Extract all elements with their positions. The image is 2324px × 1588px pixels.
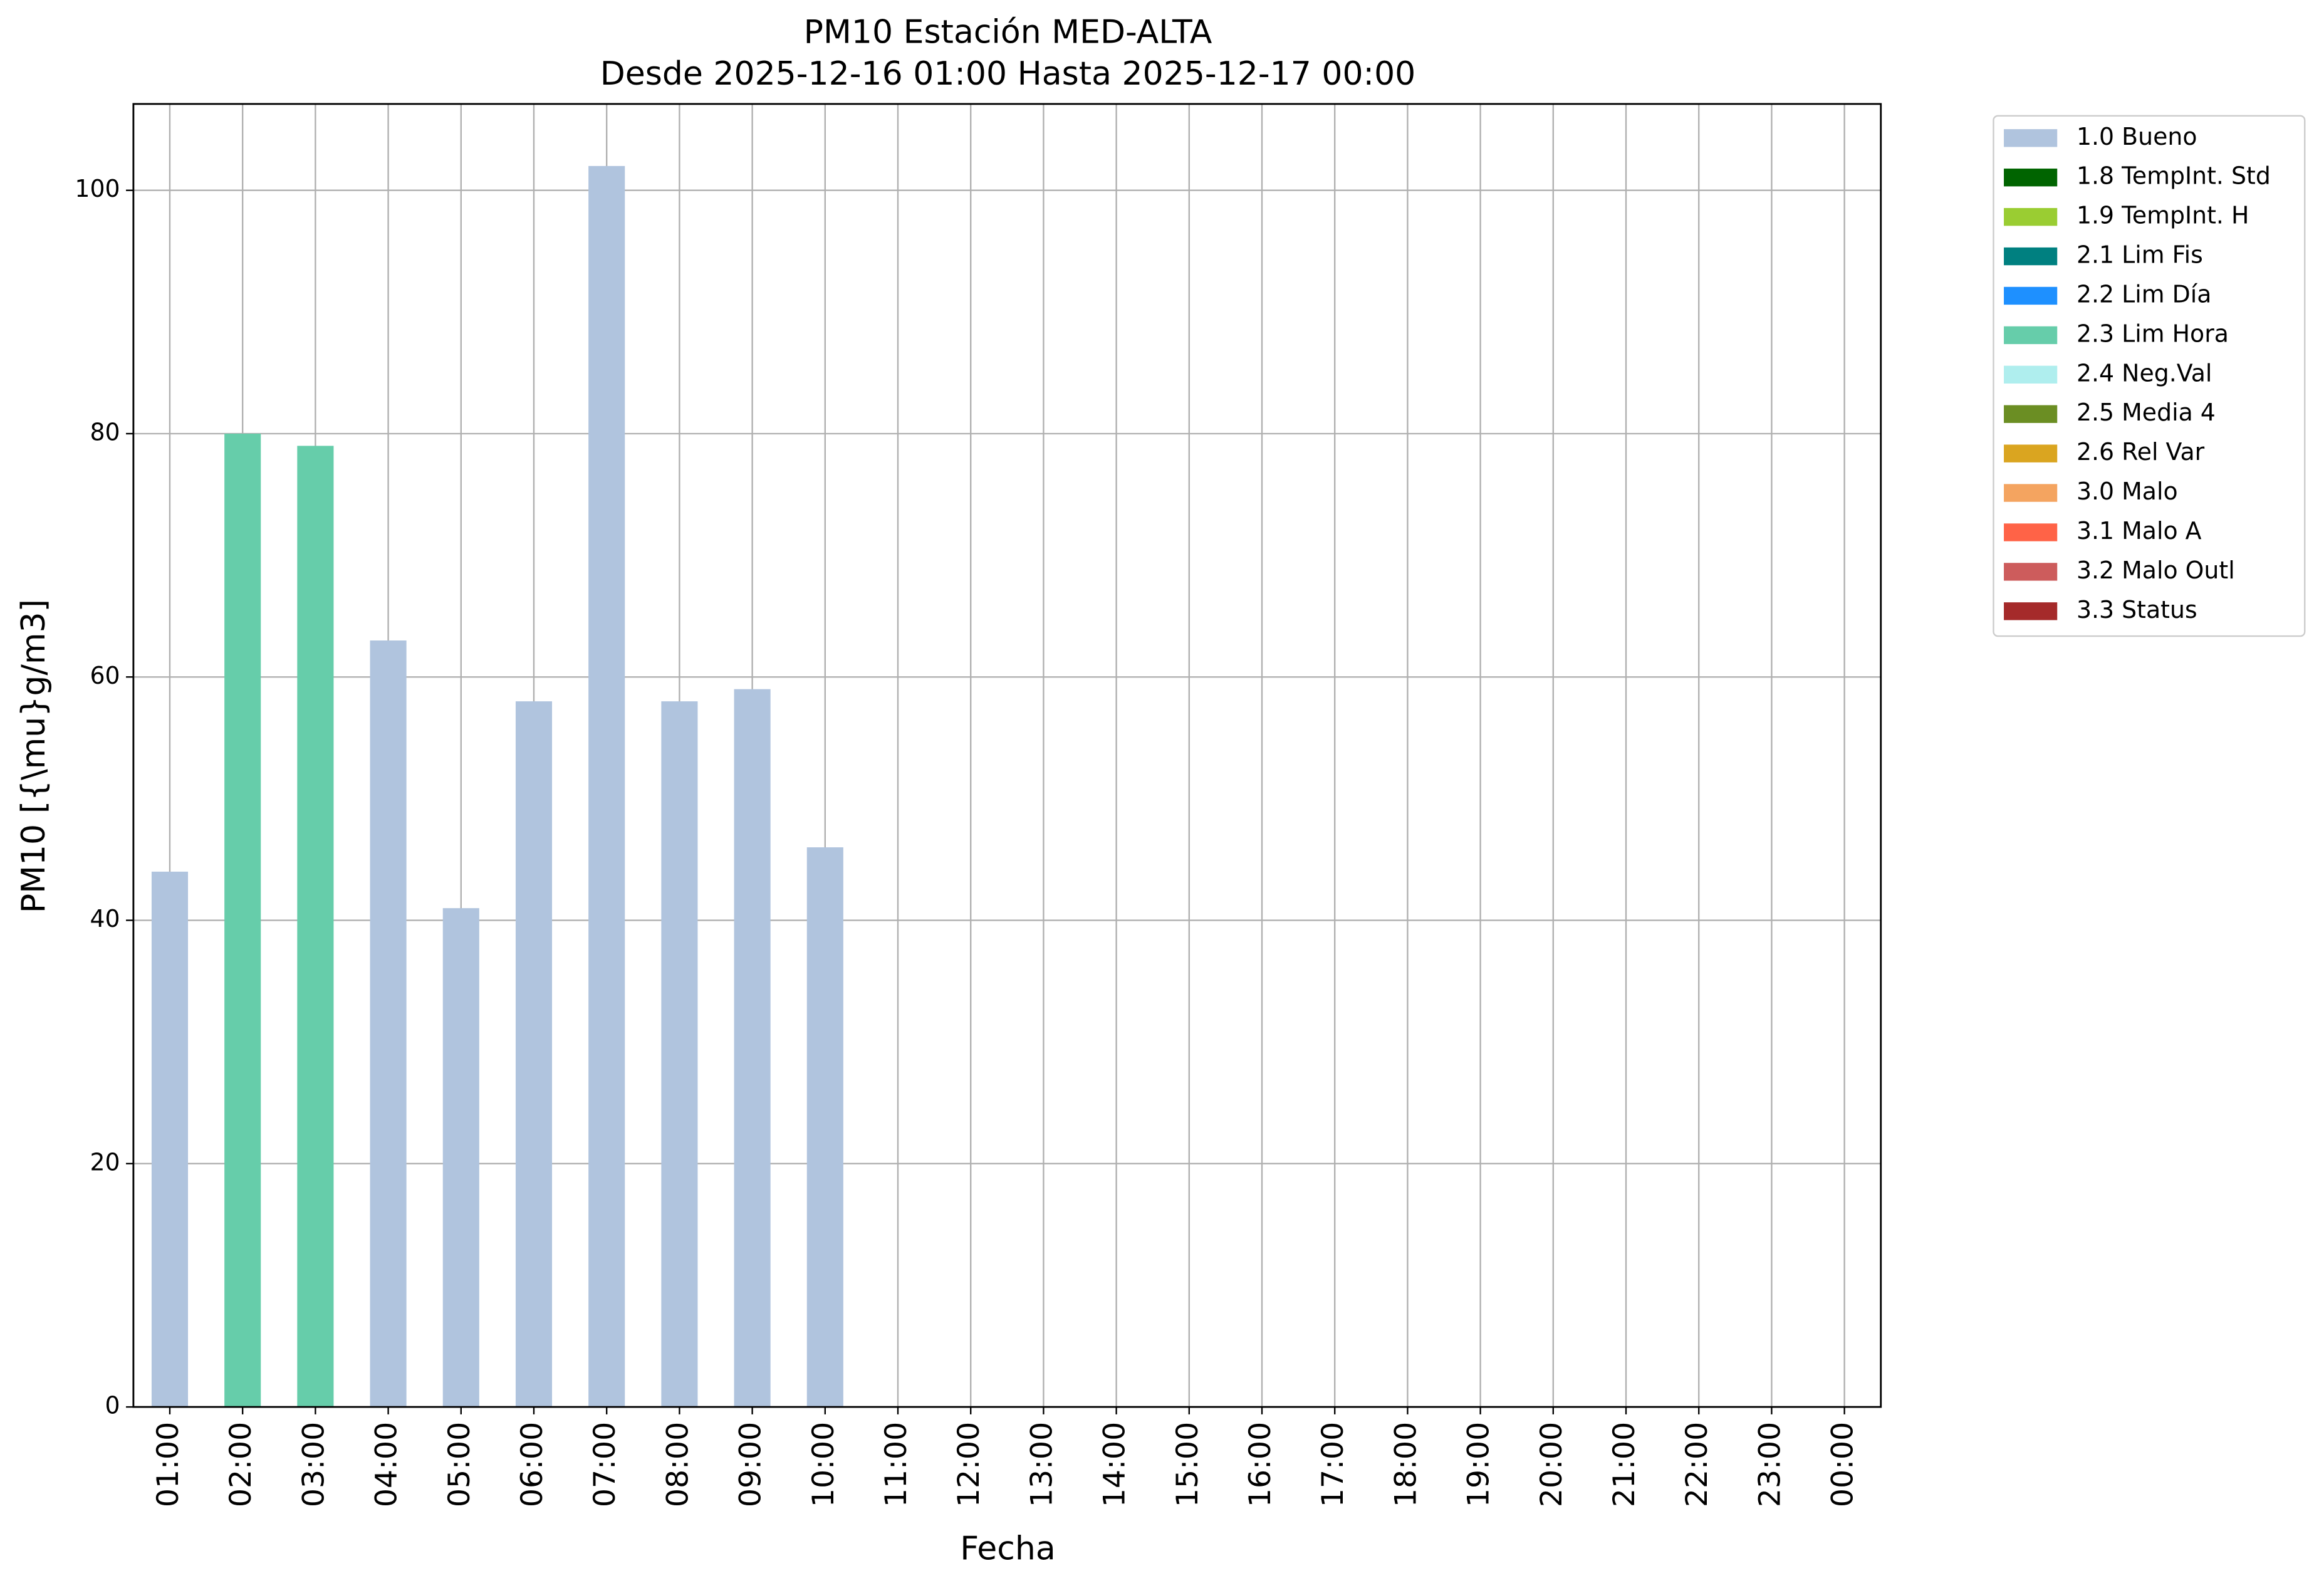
legend-label: 2.4 Neg.Val xyxy=(2076,359,2212,387)
legend-box xyxy=(1993,115,2306,637)
legend-swatch xyxy=(2004,405,2058,423)
x-tick-label: 06:00 xyxy=(515,1422,550,1507)
bar xyxy=(806,847,843,1408)
x-axis-label: Fecha xyxy=(960,1530,1056,1568)
bar xyxy=(297,446,334,1408)
x-tick-label: 18:00 xyxy=(1389,1422,1423,1507)
x-tick-label: 22:00 xyxy=(1680,1422,1714,1507)
legend-swatch xyxy=(2004,523,2058,541)
legend-label: 2.1 Lim Fis xyxy=(2076,241,2203,269)
legend-swatch xyxy=(2004,169,2058,187)
y-tick-label: 40 xyxy=(90,905,120,932)
bar xyxy=(515,701,553,1408)
legend-label: 3.2 Malo Outl xyxy=(2076,556,2235,584)
x-tick-label: 21:00 xyxy=(1607,1422,1642,1507)
x-tick-label: 15:00 xyxy=(1170,1422,1205,1507)
x-tick-label: 20:00 xyxy=(1535,1422,1569,1507)
legend-swatch xyxy=(2004,326,2058,345)
bars xyxy=(151,165,843,1408)
legend-label: 2.6 Rel Var xyxy=(2076,438,2205,466)
y-tick-label: 100 xyxy=(75,175,120,202)
chart-subtitle: Desde 2025-12-16 01:00 Hasta 2025-12-17 … xyxy=(600,55,1416,93)
x-tick-label: 19:00 xyxy=(1462,1422,1496,1507)
legend-label: 2.5 Media 4 xyxy=(2076,399,2216,426)
legend-label: 2.2 Lim Día xyxy=(2076,280,2211,308)
legend-swatch xyxy=(2004,602,2058,620)
y-tick-label: 60 xyxy=(90,662,120,689)
bar xyxy=(442,908,479,1408)
x-tick-label: 12:00 xyxy=(952,1422,986,1507)
axes: 0 20 40 60 80 100 01:00 02:00 03:00 04:00 05:00 06:… xyxy=(75,175,1860,1507)
x-tick-label: 09:00 xyxy=(734,1422,768,1507)
legend-swatch xyxy=(2004,484,2058,502)
legend-label: 3.3 Status xyxy=(2076,596,2197,624)
x-tick-label: 11:00 xyxy=(879,1422,914,1507)
y-axis-label: PM10 [{\mu}g/m3] xyxy=(15,599,53,913)
plot-frame xyxy=(132,103,1882,1408)
chart-title: PM10 Estación MED-ALTA xyxy=(804,14,1212,51)
x-tick-label: 23:00 xyxy=(1753,1422,1787,1507)
bar xyxy=(370,640,407,1408)
bar xyxy=(588,165,625,1408)
x-tick-label: 04:00 xyxy=(370,1422,404,1507)
legend-swatch xyxy=(2004,286,2058,305)
legend-label: 1.0 Bueno xyxy=(2076,123,2197,150)
y-tick-label: 0 xyxy=(105,1392,120,1419)
legend-label: 1.8 TempInt. Std xyxy=(2076,162,2271,190)
legend-label: 2.3 Lim Hora xyxy=(2076,320,2229,347)
legend: 1.0 Bueno 1.8 TempInt. Std 1.9 TempInt. H 2… xyxy=(2004,123,2271,624)
x-tick-label: 07:00 xyxy=(588,1422,622,1507)
x-tick-label: 16:00 xyxy=(1243,1422,1278,1507)
legend-swatch xyxy=(2004,129,2058,147)
bar xyxy=(151,871,189,1408)
x-tick-label: 03:00 xyxy=(296,1422,331,1507)
legend-label: 1.9 TempInt. H xyxy=(2076,202,2249,229)
bar xyxy=(661,701,698,1408)
legend-label: 3.0 Malo xyxy=(2076,478,2178,505)
x-tick-label: 17:00 xyxy=(1316,1422,1350,1507)
x-tick-label: 10:00 xyxy=(806,1422,841,1507)
bar xyxy=(224,434,261,1408)
x-tick-label: 00:00 xyxy=(1826,1422,1860,1507)
legend-swatch xyxy=(2004,247,2058,266)
x-tick-label: 13:00 xyxy=(1024,1422,1059,1507)
bar xyxy=(734,689,771,1408)
x-tick-label: 14:00 xyxy=(1098,1422,1132,1507)
legend-swatch xyxy=(2004,444,2058,462)
legend-label: 3.1 Malo A xyxy=(2076,517,2202,545)
legend-swatch xyxy=(2004,365,2058,384)
x-tick-label: 02:00 xyxy=(224,1422,258,1507)
legend-swatch xyxy=(2004,207,2058,226)
x-tick-label: 01:00 xyxy=(151,1422,185,1507)
x-tick-label: 05:00 xyxy=(442,1422,477,1507)
y-tick-label: 80 xyxy=(90,419,120,446)
y-tick-label: 20 xyxy=(90,1148,120,1176)
legend-swatch xyxy=(2004,563,2058,581)
x-tick-label: 08:00 xyxy=(660,1422,695,1507)
